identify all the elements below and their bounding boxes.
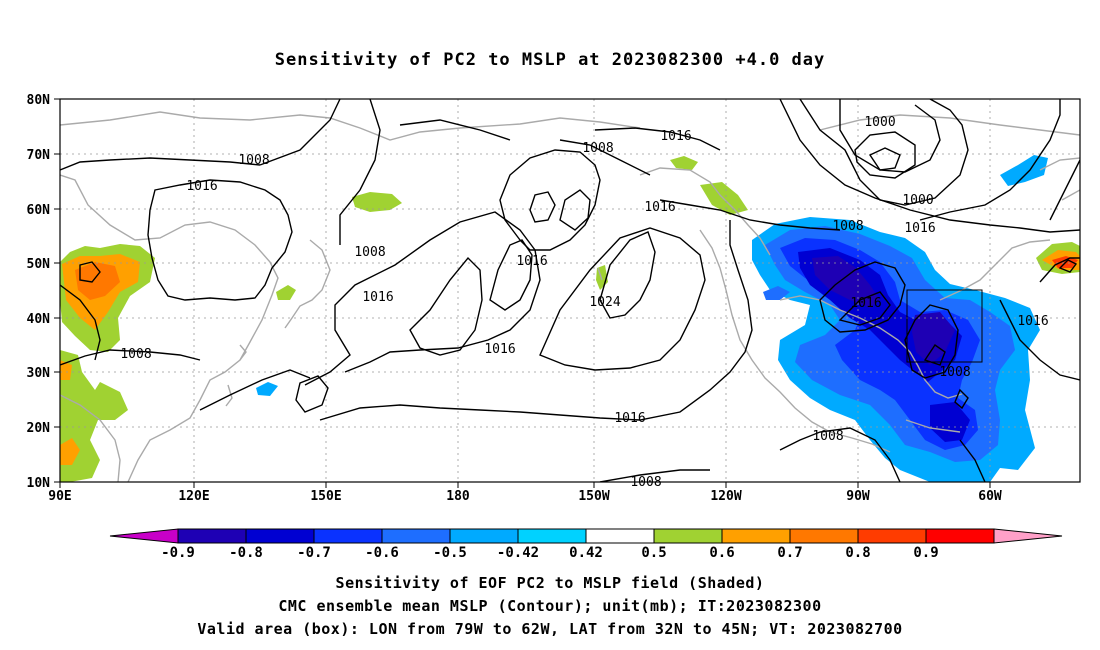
colorbar-label: 0.7 [777,545,802,561]
contour-labels: 1008 1016 1016 1008 1016 1000 1000 1016 … [120,115,1048,490]
footer-line-1: Sensitivity of EOF PC2 to MSLP field (Sh… [335,574,765,592]
footer-line-3: Valid area (box): LON from 79W to 62W, L… [197,620,903,638]
lon-label: 150W [578,489,609,504]
lon-label: 180 [446,489,470,504]
colorbar-label: -0.5 [433,545,467,561]
longitude-labels: 90E 120E 150E 180 150W 120W 90W 60W [48,489,1002,504]
contour-label: 1016 [850,296,881,311]
colorbar-swatch [381,528,451,544]
contour-label: 1008 [354,245,385,260]
chart-title: Sensitivity of PC2 to MSLP at 2023082300… [274,50,826,70]
colorbar-swatch [177,528,247,544]
contour-label: 1008 [238,153,269,168]
colorbar-label: 0.9 [913,545,938,561]
colorbar-swatch [585,528,655,544]
colorbar-label: -0.9 [161,545,195,561]
colorbar-swatch [517,528,587,544]
lat-label: 40N [27,312,51,327]
colorbar-label: 0.5 [641,545,666,561]
lat-label: 30N [27,366,51,381]
lon-label: 120W [710,489,741,504]
positive-shading [60,156,1080,482]
axis-ticks [54,98,991,488]
contour-label: 1016 [484,342,515,357]
contour-label: 1024 [589,295,620,310]
contour-label: 1016 [516,254,547,269]
lat-label: 60N [27,203,51,218]
lon-label: 90W [846,489,870,504]
valid-area-box [906,289,983,363]
colorbar-swatch [925,528,995,544]
contour-label: 1008 [832,219,863,234]
colorbar-swatch [721,528,791,544]
colorbar-swatch [449,528,519,544]
mslp-contours [60,99,1080,482]
contour-label: 1016 [186,179,217,194]
colorbar-swatch [313,528,383,544]
colorbar-label: 0.8 [845,545,870,561]
colorbar-swatch [245,528,315,544]
colorbar-label: -0.8 [229,545,263,561]
contour-label: 1000 [864,115,895,130]
contour-label: 1016 [904,221,935,236]
colorbar-swatch [789,528,859,544]
colorbar-swatch [109,528,179,544]
lat-label: 20N [27,421,51,436]
lat-label: 80N [27,93,51,108]
lon-label: 90E [48,489,71,504]
colorbar [109,528,1063,544]
lat-label: 70N [27,148,51,163]
colorbar-swatch [993,528,1063,544]
contour-label: 1008 [939,365,970,380]
lon-label: 150E [310,489,341,504]
colorbar-label: -0.7 [297,545,331,561]
lat-label: 10N [27,476,51,491]
contour-label: 1008 [812,429,843,444]
contour-label: 1016 [660,129,691,144]
latitude-labels: 80N 70N 60N 50N 40N 30N 20N 10N [27,93,51,491]
lat-label: 50N [27,257,51,272]
contour-label: 1016 [1017,314,1048,329]
footer-line-2: CMC ensemble mean MSLP (Contour); unit(m… [278,597,822,615]
contour-label: 1016 [614,411,645,426]
contour-label: 1008 [120,347,151,362]
colorbar-swatch [653,528,723,544]
contour-label: 1008 [582,141,613,156]
colorbar-label: -0.6 [365,545,399,561]
colorbar-label: 0.42 [569,545,603,561]
lon-label: 120E [178,489,209,504]
colorbar-label: 0.6 [709,545,734,561]
colorbar-label: -0.42 [497,545,539,561]
contour-label: 1000 [902,193,933,208]
negative-shading [256,155,1048,482]
lon-label: 60W [978,489,1002,504]
colorbar-swatch [857,528,927,544]
map-frame [59,98,1081,483]
contour-label: 1016 [362,290,393,305]
contour-label: 1016 [644,200,675,215]
colorbar-labels: -0.9 -0.8 -0.7 -0.6 -0.5 -0.42 0.42 0.5 … [161,545,939,561]
